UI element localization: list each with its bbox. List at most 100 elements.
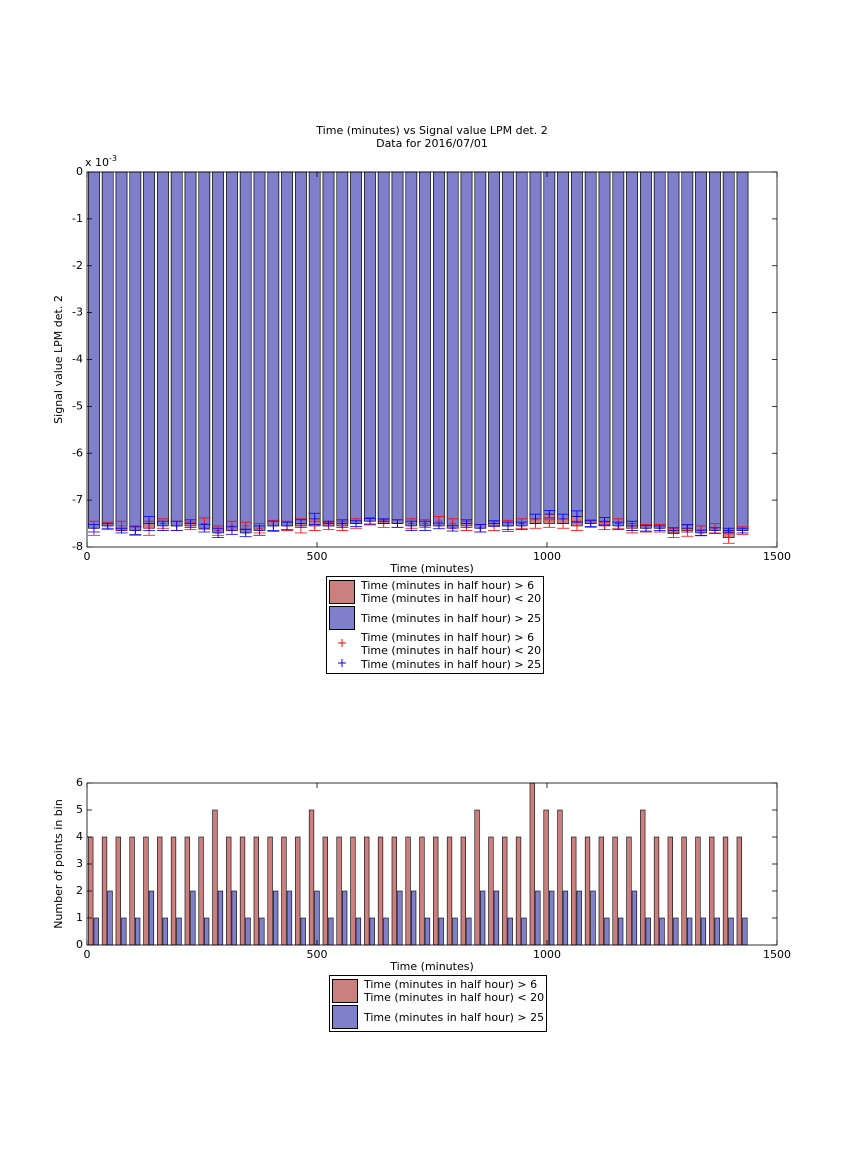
error-bar: [267, 520, 280, 531]
bar: [529, 782, 535, 946]
bar: [438, 917, 444, 946]
bar: [626, 836, 632, 946]
bar: [405, 836, 411, 946]
bar: [184, 171, 197, 524]
bar: [631, 890, 638, 946]
marker: [159, 522, 166, 529]
bar: [129, 171, 142, 531]
bar: [714, 917, 720, 946]
bar: [355, 917, 362, 946]
marker: [173, 522, 180, 529]
bar: [162, 917, 168, 946]
marker: [573, 513, 580, 520]
bar: [617, 917, 624, 946]
marker: [394, 520, 401, 527]
bar: [391, 171, 404, 524]
bar: [598, 836, 604, 946]
bar: [640, 171, 652, 529]
y-tick-label: 4: [76, 830, 83, 843]
legend-item: Time (minutes in half hour) > 25: [329, 606, 541, 630]
bar: [322, 836, 328, 946]
bar: [328, 917, 334, 946]
bar: [157, 836, 163, 946]
marker: [146, 520, 153, 527]
bar: [198, 836, 204, 946]
x-tick-label: 0: [84, 948, 91, 961]
marker: [587, 520, 594, 527]
marker: [284, 522, 291, 529]
marker: [366, 518, 373, 525]
y-tick-label: 5: [76, 803, 83, 816]
bar: [488, 836, 494, 946]
marker: [380, 518, 387, 525]
marker: [546, 520, 553, 527]
bar: [543, 809, 549, 946]
error-bar: [170, 520, 183, 531]
bar: [722, 171, 735, 531]
y-tick-label: -3: [72, 306, 83, 319]
marker: [242, 529, 249, 536]
bar: [419, 171, 431, 527]
x-tick-label: 1000: [533, 948, 561, 961]
bar: [653, 171, 666, 529]
bar: [253, 836, 259, 946]
bar: [350, 836, 356, 946]
bar: [695, 171, 707, 534]
bar: [557, 809, 563, 946]
y-tick-label: -2: [72, 259, 83, 272]
marker: [629, 522, 636, 529]
bar: [143, 171, 155, 524]
bar: [653, 836, 660, 946]
marker: [573, 522, 580, 529]
bar: [88, 171, 100, 529]
bar: [557, 171, 569, 520]
bar: [626, 171, 638, 527]
bar: [190, 890, 196, 946]
error-bar: [488, 520, 501, 527]
x-tick-label: 1000: [533, 550, 561, 563]
marker: [435, 522, 442, 529]
x-tick-label: 500: [307, 948, 328, 961]
x-axis-label: Time (minutes): [389, 960, 474, 973]
bar: [245, 917, 251, 946]
bar: [571, 171, 583, 517]
legend: Time (minutes in half hour) > 6 Time (mi…: [329, 975, 548, 1032]
bar: [281, 836, 287, 946]
bar: [226, 171, 238, 531]
marker: [725, 527, 732, 534]
bar: [267, 171, 280, 527]
bar: [322, 171, 335, 524]
legend-swatch: [329, 638, 355, 651]
bar: [548, 890, 555, 946]
marker: [725, 534, 732, 541]
bar: [686, 917, 693, 946]
y-scale-factor: x 10-3: [85, 154, 117, 170]
bar: [598, 171, 611, 522]
bar: [515, 836, 522, 946]
y-scale-base: x 10: [85, 156, 109, 169]
error-bar: [474, 524, 487, 533]
legend-item: Time (minutes in half hour) > 6 Time (mi…: [329, 579, 541, 605]
bar: [681, 171, 694, 529]
error-bar: [515, 521, 528, 531]
y-axis-label: Signal value LPM det. 2: [52, 295, 65, 424]
error-bar: [667, 527, 680, 534]
bar: [212, 171, 224, 534]
bar: [267, 836, 273, 946]
bar: [433, 171, 445, 527]
bar: [507, 917, 513, 946]
marker: [256, 527, 263, 534]
legend-swatch: [329, 580, 355, 604]
error-bar: [419, 520, 432, 531]
error-bar: [129, 526, 142, 535]
error-bar: [543, 519, 556, 528]
error-bar: [639, 525, 652, 532]
marker: [546, 511, 553, 518]
error-bar: [363, 518, 376, 525]
chart-subtitle: Data for 2016/07/01: [376, 137, 488, 150]
error-bar: [557, 513, 570, 524]
error-bar: [432, 522, 445, 530]
bar: [571, 836, 577, 946]
bar: [308, 809, 315, 946]
